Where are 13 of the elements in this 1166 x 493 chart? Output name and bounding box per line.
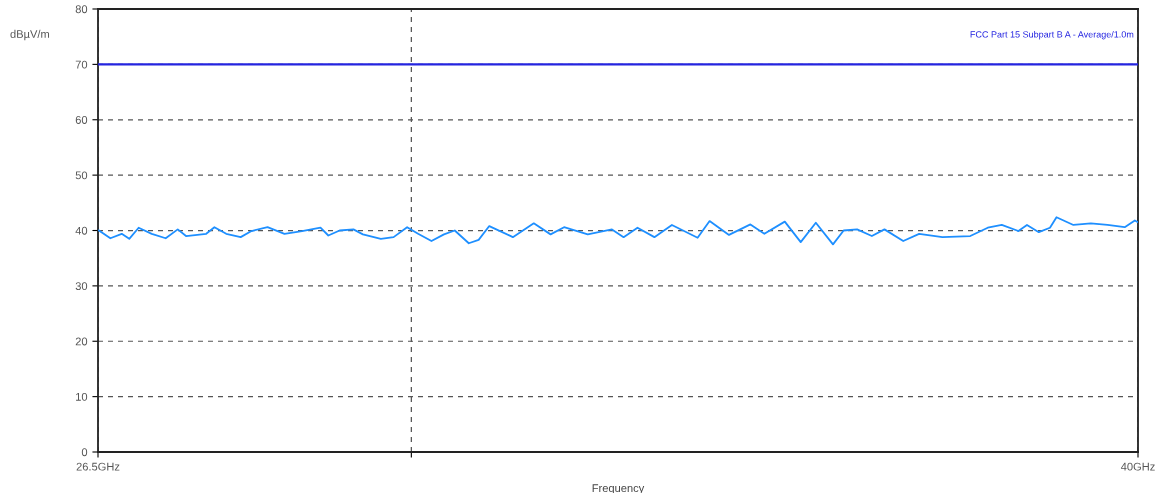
y-tick-label: 50 [75,171,88,180]
y-tick-label: 10 [76,392,88,401]
y-tick-label: 80 [75,5,88,14]
y-tick-label: 30 [75,282,88,291]
y-tick-label: 0 [81,448,88,457]
y-tick-label: 60 [75,116,88,124]
x-tick-label: 26.5GHz [76,462,120,471]
y-tick-label: 40 [75,226,88,235]
ref-line-label: FCC Part 15 Subpart B A - Average/1.0m [970,30,1134,40]
y-axis-title: dBµV/m [10,29,50,41]
y-tick-label: 20 [75,337,88,346]
y-tick-label: 70 [75,60,88,69]
x-tick-label: 40GHz [1120,462,1155,471]
